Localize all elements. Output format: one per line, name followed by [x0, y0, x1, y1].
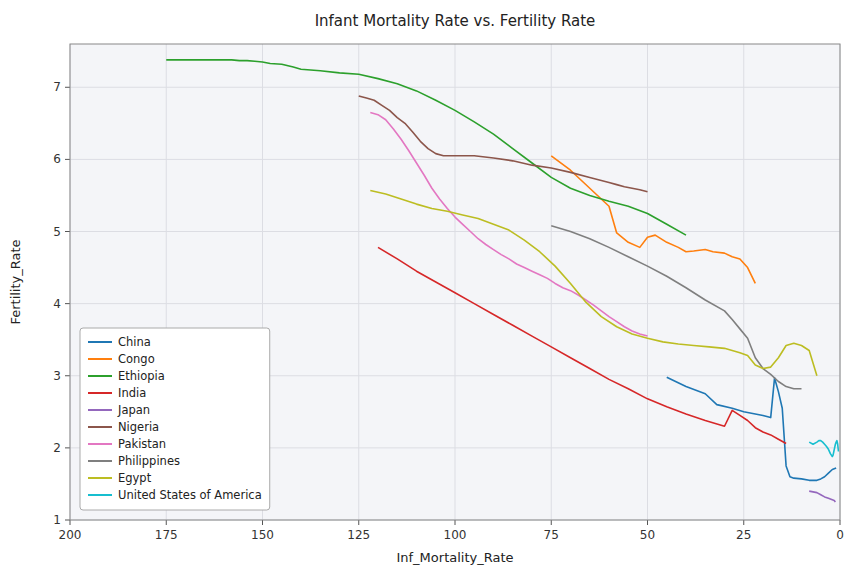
grid-line-y — [70, 87, 840, 88]
plot-background — [70, 44, 840, 520]
legend-swatch — [88, 443, 112, 445]
tick-y — [65, 231, 70, 232]
grid-line-x — [647, 44, 648, 520]
legend-swatch — [88, 358, 112, 360]
tick-y — [65, 375, 70, 376]
grid — [70, 44, 840, 520]
tick-x — [70, 520, 71, 525]
legend-swatch — [88, 341, 112, 343]
legend-label: China — [118, 335, 151, 349]
tick-y — [65, 447, 70, 448]
series-line — [378, 247, 786, 443]
tick-label-y: 5 — [53, 225, 61, 239]
tick-y — [65, 520, 70, 521]
legend-swatch — [88, 494, 112, 496]
tick-label-x: 150 — [251, 528, 274, 542]
tick-label-y: 6 — [53, 152, 61, 166]
tick-x — [743, 520, 744, 525]
tick-label-x: 25 — [736, 528, 751, 542]
tick-x — [647, 520, 648, 525]
tick-x — [551, 520, 552, 525]
grid-line-x — [358, 44, 359, 520]
tick-label-y: 4 — [53, 297, 61, 311]
plot-frame — [70, 44, 840, 520]
tick-label-y: 1 — [53, 513, 61, 527]
tick-label-y: 3 — [53, 369, 61, 383]
grid-line-y — [70, 231, 840, 232]
tick-label-x: 200 — [59, 528, 82, 542]
grid-line-y — [70, 303, 840, 304]
legend-label: India — [118, 386, 146, 400]
legend-label: Egypt — [118, 471, 152, 485]
legend-label: Japan — [117, 403, 150, 417]
legend-label: United States of America — [118, 488, 262, 502]
grid-line-y — [70, 159, 840, 160]
grid-line-x — [455, 44, 456, 520]
chart: 200 175 150 125 100 75 50 25 0 1 2 3 4 5 6 7 Infant Mort… — [0, 0, 864, 576]
legend-swatch — [88, 426, 112, 428]
legend-label: Pakistan — [118, 437, 166, 451]
tick-y — [65, 87, 70, 88]
series-line — [370, 113, 647, 337]
legend-label: Nigeria — [118, 420, 159, 434]
series-line — [809, 491, 835, 502]
tick-x — [358, 520, 359, 525]
tick-x — [166, 520, 167, 525]
legend: China Congo Ethiopia India Japan Nigeria Pakis… — [80, 328, 270, 510]
title: Infant Mortality Rate vs. Fertility Rate — [315, 12, 596, 30]
grid-line-x — [743, 44, 744, 520]
x-axis-label: Inf_Mortality_Rate — [396, 550, 513, 565]
legend-swatch — [88, 375, 112, 377]
series-line — [370, 190, 817, 375]
tick-label-x: 50 — [640, 528, 655, 542]
legend-swatch — [88, 460, 112, 462]
legend-box — [80, 328, 270, 510]
series-line — [359, 96, 648, 192]
series-line — [166, 60, 686, 235]
tick-y — [65, 303, 70, 304]
legend-swatch — [88, 409, 112, 411]
tick-label-x: 175 — [155, 528, 178, 542]
legend-label: Ethiopia — [118, 369, 165, 383]
tick-y — [65, 159, 70, 160]
legend-swatch — [88, 392, 112, 394]
tick-label-x: 100 — [444, 528, 467, 542]
series-line — [551, 226, 801, 389]
legend-label: Congo — [118, 352, 155, 366]
tick-label-x: 75 — [544, 528, 559, 542]
tick-label-y: 2 — [53, 441, 61, 455]
tick-x — [840, 520, 841, 525]
tick-x — [262, 520, 263, 525]
tick-label-x: 125 — [347, 528, 370, 542]
tick-label-y: 7 — [53, 80, 61, 94]
series-line — [667, 377, 836, 480]
tick-label-x: 0 — [836, 528, 844, 542]
tick-x — [455, 520, 456, 525]
legend-label: Philippines — [118, 454, 180, 468]
series-line — [809, 441, 838, 457]
legend-swatch — [88, 477, 112, 479]
y-axis-label: Fertility_Rate — [8, 239, 23, 324]
